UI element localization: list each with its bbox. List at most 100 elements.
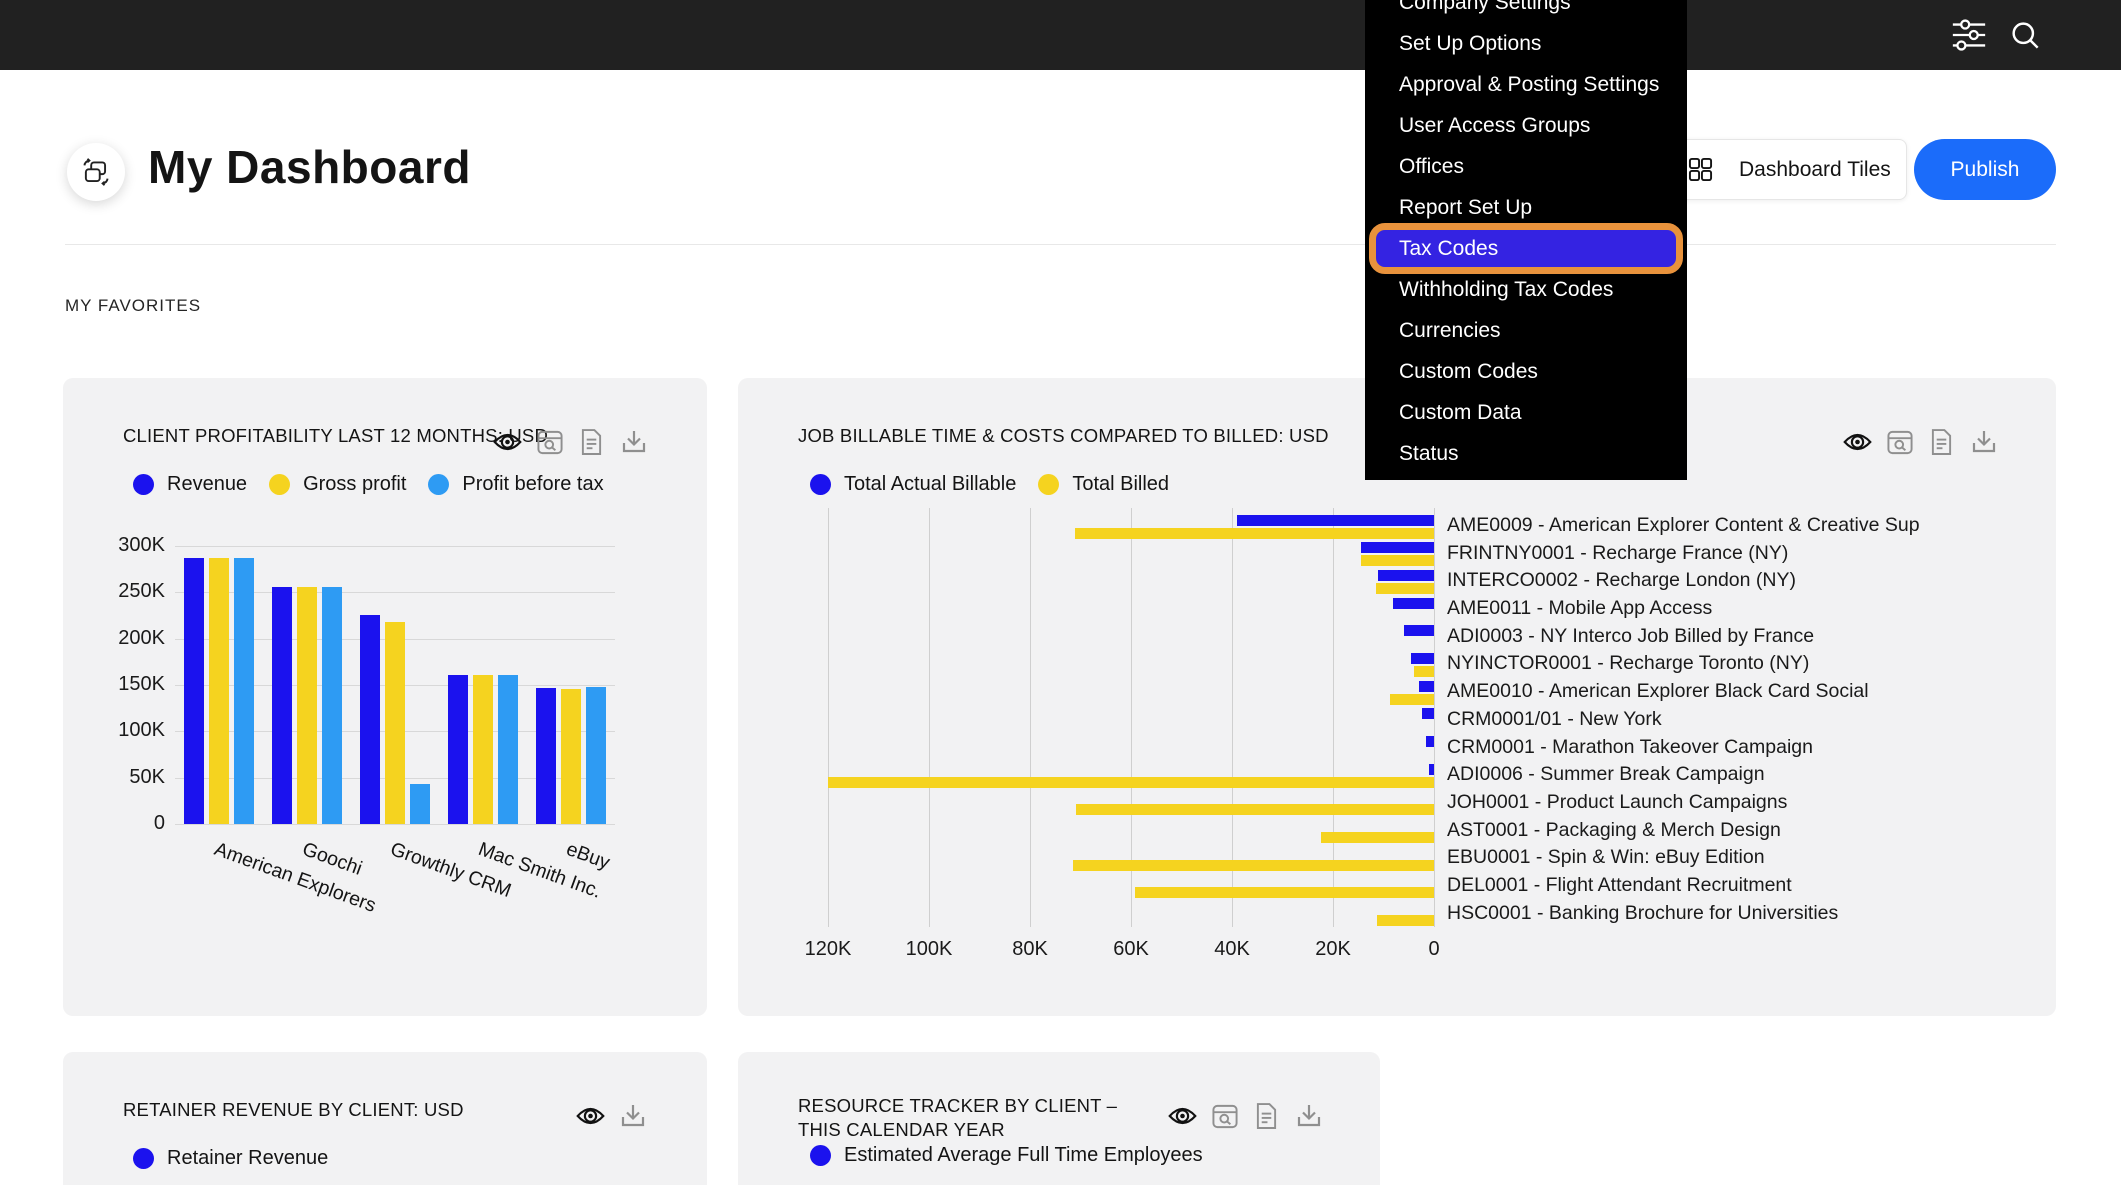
menu-item-label: Offices	[1399, 154, 1464, 178]
bar-group	[351, 546, 439, 824]
tile-title: RESOURCE TRACKER BY CLIENT – THIS CALEND…	[798, 1095, 1118, 1140]
selected-item-background	[1376, 230, 1676, 267]
menu-item-label: Withholding Tax Codes	[1399, 277, 1614, 301]
legend-label: Total Billed	[1072, 473, 1170, 495]
tile-resource-tracker: RESOURCE TRACKER BY CLIENT – THIS CALEND…	[738, 1052, 1380, 1185]
topbar	[0, 0, 2121, 70]
tile-client-profitability: CLIENT PROFITABILITY LAST 12 MONTHS: USD…	[63, 378, 707, 1016]
dashboard-switch-button[interactable]	[67, 143, 125, 201]
document-icon[interactable]	[1927, 428, 1956, 456]
eye-icon[interactable]	[576, 1103, 605, 1129]
eye-icon[interactable]	[493, 429, 522, 455]
bar-total-actual-billable	[1422, 708, 1434, 720]
legend-label: Revenue	[167, 473, 248, 495]
header-divider	[65, 244, 2056, 245]
bar-profit-before-tax	[234, 558, 254, 824]
grid-line	[1131, 508, 1132, 927]
bar-total-actual-billable	[1378, 569, 1434, 581]
bar-total-actual-billable	[1237, 514, 1434, 526]
grid-line	[1434, 508, 1435, 927]
legend-dot	[1038, 474, 1060, 495]
menu-item-status[interactable]: Status	[1365, 433, 1687, 474]
grid-line	[929, 508, 930, 927]
download-icon[interactable]	[1969, 428, 1998, 456]
settings-dropdown-menu: Company Settings Set Up Options Approval &…	[1365, 0, 1687, 480]
x-axis-tick-label: 20K	[1315, 938, 1351, 960]
publish-button[interactable]: Publish	[1914, 139, 2056, 200]
x-axis-tick-label: 0	[1428, 938, 1440, 960]
bar-profit-before-tax	[410, 784, 430, 824]
filter-sliders-icon[interactable]	[1950, 18, 1988, 52]
bar-revenue	[184, 558, 204, 824]
x-axis-tick-label: 40K	[1214, 938, 1250, 960]
search-icon[interactable]	[2010, 20, 2041, 51]
bar-chart-client-profitability: 300K 250K 200K 150K 100K 50K 0 American Explore…	[118, 534, 615, 917]
x-axis-tick-label: 80K	[1012, 938, 1048, 960]
eye-icon[interactable]	[1843, 429, 1872, 455]
menu-item-withholding-tax-codes[interactable]: Withholding Tax Codes	[1365, 269, 1687, 310]
menu-item-user-access-groups[interactable]: User Access Groups	[1365, 105, 1687, 146]
menu-item-label: Set Up Options	[1399, 31, 1542, 55]
menu-item-offices[interactable]: Offices	[1365, 146, 1687, 187]
download-icon[interactable]	[1294, 1102, 1323, 1130]
legend-item: Retainer Revenue	[133, 1147, 328, 1170]
menu-item-currencies[interactable]: Currencies	[1365, 310, 1687, 351]
job-label: CRM0001 - Marathon Takeover Campaign	[1447, 735, 1813, 758]
menu-item-report-set-up[interactable]: Report Set Up	[1365, 187, 1687, 228]
document-icon[interactable]	[577, 428, 606, 456]
download-icon[interactable]	[618, 1102, 647, 1130]
download-icon[interactable]	[619, 428, 648, 456]
bar-revenue	[448, 674, 468, 824]
bar-revenue	[360, 614, 380, 824]
bar-total-actual-billable	[1419, 680, 1434, 692]
y-axis-tick-label: 300K	[118, 534, 165, 556]
report-icon[interactable]	[1210, 1103, 1239, 1130]
menu-item-set-up-options[interactable]: Set Up Options	[1365, 23, 1687, 64]
tiles-grid-icon	[1686, 157, 1715, 182]
bar-gross-profit	[297, 586, 317, 824]
legend-label: Gross profit	[303, 473, 407, 495]
menu-item-label: Custom Codes	[1399, 359, 1538, 383]
dashboard-tiles-button[interactable]: Dashboard Tiles	[1671, 139, 1907, 200]
grid-line	[1333, 508, 1334, 927]
job-row	[828, 567, 1434, 595]
legend-label: Profit before tax	[462, 473, 604, 495]
job-row	[828, 623, 1434, 651]
legend-dot	[133, 1148, 154, 1169]
job-row	[828, 900, 1434, 928]
tile-action-icons	[1843, 426, 1998, 458]
bar-total-billed	[1390, 693, 1434, 705]
eye-icon[interactable]	[1168, 1103, 1197, 1129]
menu-item-company-settings[interactable]: Company Settings	[1365, 0, 1687, 23]
y-axis-tick-label: 50K	[129, 765, 165, 788]
job-row	[828, 817, 1434, 845]
category-labels: AME0009 - American Explorer Content & Cr…	[1447, 512, 1920, 927]
bar-total-actual-billable	[1404, 625, 1434, 637]
menu-item-label: Currencies	[1399, 318, 1501, 342]
report-icon[interactable]	[1885, 429, 1914, 456]
bar-total-billed	[1361, 555, 1434, 567]
job-row	[828, 595, 1434, 623]
menu-item-label: Custom Data	[1399, 400, 1522, 424]
menu-item-custom-codes[interactable]: Custom Codes	[1365, 351, 1687, 392]
y-axis-tick-label: 250K	[118, 580, 165, 603]
menu-item-label: Report Set Up	[1399, 195, 1533, 219]
menu-item-tax-codes[interactable]: Tax Codes	[1365, 223, 1687, 274]
bar-total-actual-billable	[1426, 736, 1434, 747]
report-icon[interactable]	[535, 429, 564, 456]
tile-retainer-revenue: RETAINER REVENUE BY CLIENT: USD Retainer…	[63, 1052, 707, 1185]
job-row	[828, 650, 1434, 678]
bar-total-actual-billable	[1393, 597, 1434, 609]
y-axis-tick-label: 0	[153, 812, 165, 834]
bar-group	[263, 546, 351, 824]
job-row	[828, 789, 1434, 817]
menu-item-custom-data[interactable]: Custom Data	[1365, 392, 1687, 433]
menu-item-approval-posting-settings[interactable]: Approval & Posting Settings	[1365, 64, 1687, 105]
bar-total-billed	[1076, 804, 1434, 816]
grid-line	[175, 592, 615, 594]
document-icon[interactable]	[1252, 1102, 1281, 1130]
legend-label: Estimated Average Full Time Employees	[844, 1144, 1203, 1166]
legend-item: Gross profit	[269, 473, 406, 496]
x-axis-tick-label: 60K	[1113, 938, 1149, 960]
